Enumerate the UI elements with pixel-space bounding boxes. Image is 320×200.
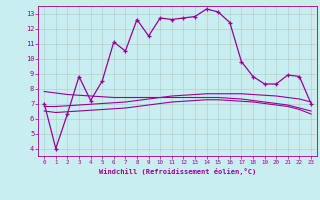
X-axis label: Windchill (Refroidissement éolien,°C): Windchill (Refroidissement éolien,°C) [99, 168, 256, 175]
